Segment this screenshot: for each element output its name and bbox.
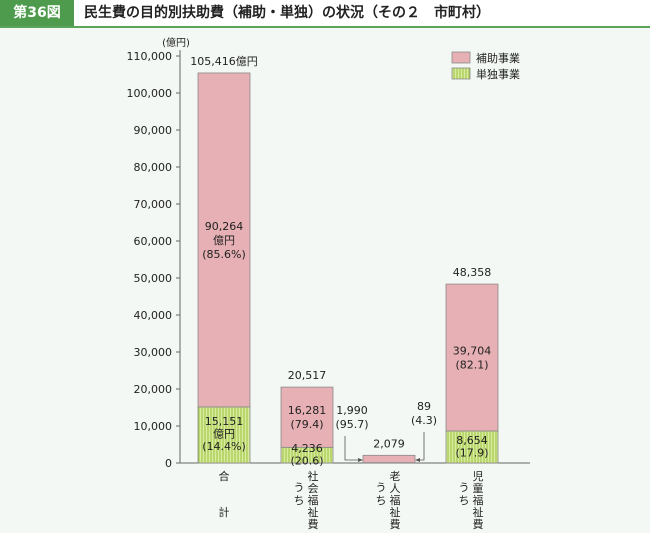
bar-total-label: 105,416億円	[190, 55, 258, 68]
y-tick-label: 60,000	[134, 235, 173, 248]
category-label: 福	[390, 493, 401, 507]
category-label: ち	[294, 494, 305, 507]
category-label: 人	[390, 482, 401, 495]
legend-label: 補助事業	[476, 51, 520, 65]
y-tick-label: 90,000	[134, 124, 173, 137]
category-label: 児	[473, 470, 484, 483]
callout-leader-line	[417, 432, 425, 461]
category-label: 合	[219, 469, 230, 483]
callout-arrow	[415, 458, 420, 462]
figure-number: 第36図	[0, 0, 74, 26]
y-tick-label: 70,000	[134, 198, 173, 211]
figure-title: 民生費の目的別扶助費（補助・単独）の状況（その２ 市町村）	[84, 5, 490, 21]
bar-data-label: 4,236	[291, 442, 323, 455]
bar-data-label: 8,654	[456, 434, 488, 447]
category-label: 会	[308, 482, 319, 495]
callout-arrow	[358, 457, 363, 462]
y-tick-label: 100,000	[127, 87, 173, 100]
callout-label: (95.7)	[335, 418, 368, 431]
bar-segment-hojo	[197, 72, 251, 408]
bar-data-label: (82.1)	[455, 359, 488, 372]
category-label: 計	[219, 505, 230, 519]
category-label: 童	[473, 481, 484, 495]
bar-data-label: 億円	[213, 427, 235, 440]
category-label: 老	[390, 470, 401, 483]
bar-data-label: (14.4%)	[202, 440, 246, 453]
category-label: ち	[459, 494, 470, 507]
category-label: う	[376, 481, 387, 494]
bar-segment-hojo	[280, 386, 334, 448]
y-tick-label: 40,000	[134, 309, 173, 322]
callout-label: 1,990	[336, 404, 368, 417]
legend-swatch	[451, 67, 471, 80]
bar-data-label: (20.6)	[290, 455, 323, 468]
callout-leader-line	[344, 436, 361, 461]
callout-label: 89	[417, 400, 431, 413]
y-tick-label: 50,000	[134, 272, 173, 285]
category-label: 費	[473, 517, 484, 531]
bar-data-label: 39,704	[453, 345, 492, 358]
y-tick-label: 80,000	[134, 161, 173, 174]
y-tick-label: 110,000	[127, 50, 173, 63]
bar-segment-tandoku	[197, 406, 251, 464]
bar-segment-tandoku	[445, 430, 499, 464]
category-label: 祉	[308, 506, 319, 519]
category-label: 祉	[390, 506, 401, 519]
bar-data-label: 15,151	[205, 415, 244, 428]
callout-label: (4.3)	[411, 414, 437, 427]
bar-total-label: 2,079	[373, 437, 405, 450]
bar-data-label: 億円	[213, 234, 235, 247]
category-label: 費	[308, 517, 319, 531]
bar-segment-hojo	[362, 454, 416, 464]
category-label: う	[294, 481, 305, 494]
category-label: 費	[390, 517, 401, 531]
bar-data-label: (17.9)	[455, 446, 488, 459]
category-label: ち	[376, 494, 387, 507]
y-tick-label: 20,000	[134, 383, 173, 396]
bar-data-label: 16,281	[288, 404, 327, 417]
bar-total-label: 20,517	[288, 369, 327, 382]
y-axis-unit: (億円)	[162, 36, 190, 49]
legend-swatch	[451, 51, 471, 64]
bar-data-label: (85.6%)	[202, 248, 246, 261]
category-label: 祉	[473, 506, 484, 519]
bar-total-label: 48,358	[453, 266, 492, 279]
category-label: 社	[308, 469, 319, 483]
bar-data-label: (79.4)	[290, 418, 323, 431]
category-label: う	[459, 481, 470, 494]
y-tick-label: 30,000	[134, 346, 173, 359]
figure-header: 第36図 民生費の目的別扶助費（補助・単独）の状況（その２ 市町村）	[0, 0, 650, 28]
y-tick-label: 0	[165, 457, 172, 470]
bar-data-label: 90,264	[205, 220, 244, 233]
bar-segment-hojo	[445, 283, 499, 432]
legend-label: 単独事業	[476, 67, 520, 81]
category-label: 福	[473, 493, 484, 507]
stacked-bar-chart: 0 10,000 20,000 30,000 40,000 50,000 60,000 70,…	[127, 36, 530, 531]
y-tick-label: 10,000	[134, 420, 173, 433]
category-label: 福	[308, 493, 319, 507]
